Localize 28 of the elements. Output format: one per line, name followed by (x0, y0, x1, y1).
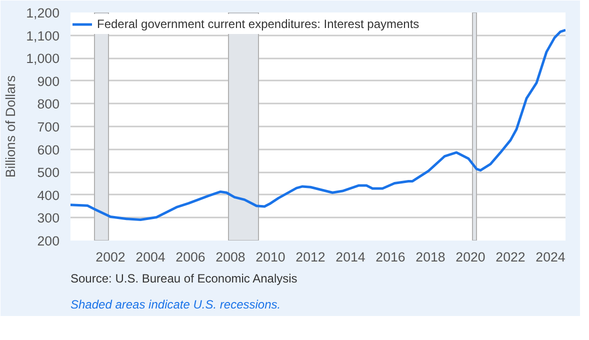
y-tick-label: 400 (37, 188, 60, 203)
y-tick-label: 1,000 (26, 51, 60, 66)
y-tick-label: 700 (37, 120, 60, 134)
y-tick-label: 200 (37, 234, 60, 248)
x-tick-label: 2020 (456, 250, 486, 264)
y-tick-label: 1,200 (26, 6, 60, 20)
line-series (70, 28, 566, 221)
x-tick-label: 2022 (496, 250, 526, 264)
y-tick-label: 900 (37, 74, 60, 89)
x-tick-label: 2004 (136, 250, 166, 264)
x-tick-label: 2012 (296, 250, 326, 264)
y-tick-label: 1,100 (26, 28, 60, 44)
x-tick-label: 2010 (256, 250, 286, 264)
x-tick-label: 2018 (416, 250, 446, 264)
x-tick-label: 2002 (96, 250, 126, 264)
y-axis-title: Billions of Dollars (3, 75, 18, 178)
y-tick-label: 500 (37, 165, 60, 180)
x-tick-label: 2014 (336, 250, 366, 264)
x-tick-label: 2006 (176, 250, 206, 264)
y-tick-label: 300 (37, 210, 60, 226)
y-tick-label: 600 (37, 142, 60, 158)
x-tick-label: 2024 (536, 250, 566, 264)
x-tick-label: 2008 (216, 250, 246, 264)
y-tick-label: 800 (37, 96, 60, 112)
x-tick-label: 2016 (376, 250, 406, 264)
legend-label: Federal government current expenditures: Interest payments (97, 17, 420, 31)
source-note: Source: U.S. Bureau of Economic Analysis (70, 272, 298, 286)
text: Shaded areas indicate U.S. recessions. (70, 298, 281, 312)
